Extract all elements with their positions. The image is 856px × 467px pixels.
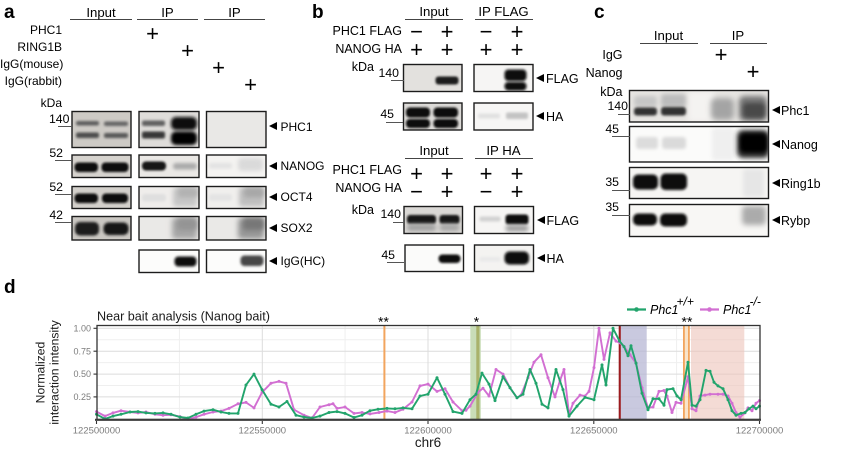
- svg-text:Phc1: Phc1: [723, 303, 752, 317]
- svg-text:**: **: [378, 313, 389, 329]
- svg-text:0.50: 0.50: [73, 369, 91, 379]
- svg-text:122600000: 122600000: [404, 426, 452, 437]
- svg-text:**: **: [682, 313, 693, 329]
- svg-text:Normalized: Normalized: [34, 342, 48, 404]
- svg-text:122700000: 122700000: [736, 426, 784, 437]
- svg-text:122500000: 122500000: [73, 426, 121, 437]
- svg-text:chr6: chr6: [415, 435, 441, 450]
- svg-text:1.00: 1.00: [73, 323, 91, 333]
- svg-text:122650000: 122650000: [570, 426, 618, 437]
- svg-text:0.25: 0.25: [73, 392, 91, 402]
- svg-text:0.75: 0.75: [73, 346, 91, 356]
- svg-text:*: *: [474, 313, 480, 329]
- svg-text:-/-: -/-: [750, 295, 761, 309]
- svg-text:Near bait analysis (Nanog bait: Near bait analysis (Nanog bait): [97, 310, 270, 324]
- svg-text:122550000: 122550000: [239, 426, 287, 437]
- svg-text:Phc1: Phc1: [650, 303, 679, 317]
- svg-text:interaction intensity: interaction intensity: [48, 319, 62, 424]
- svg-text:+/+: +/+: [677, 295, 694, 309]
